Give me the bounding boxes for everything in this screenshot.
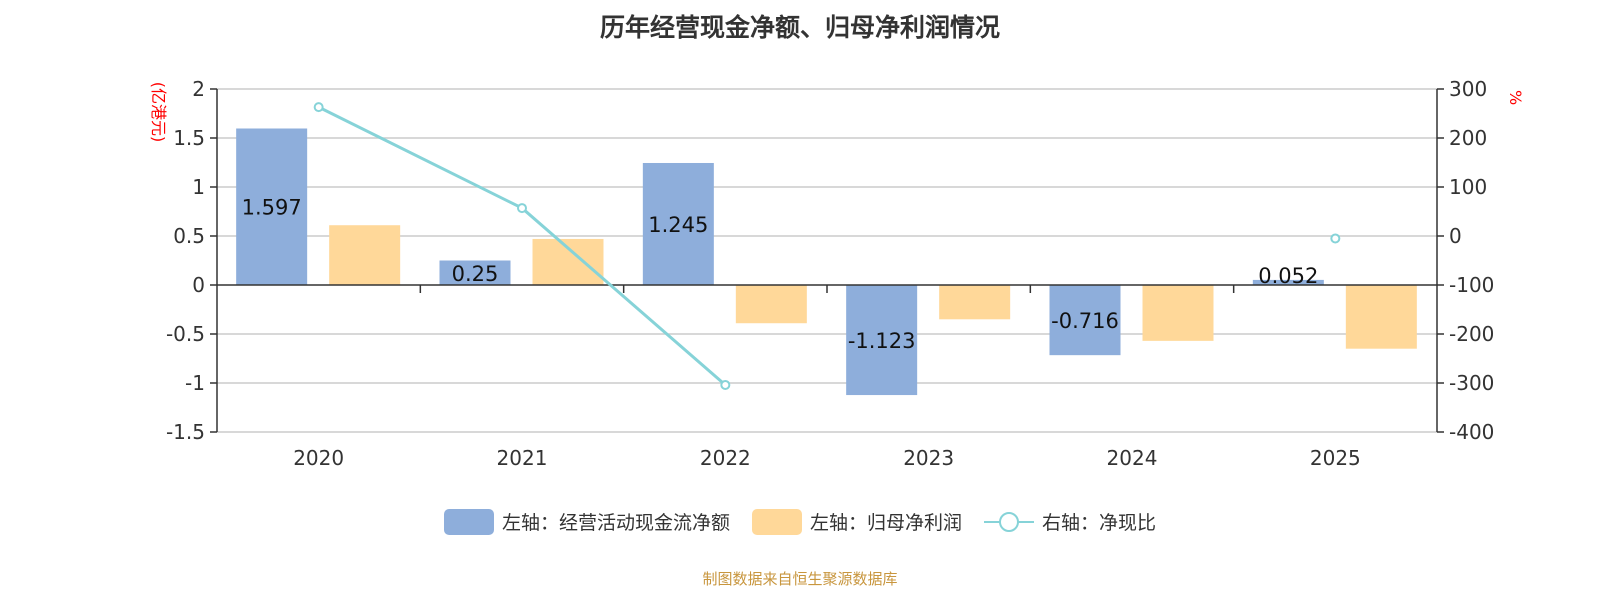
bar-cashflow [642,162,714,285]
category-label: 2022 [700,446,751,470]
category-label: 2023 [903,446,954,470]
bar-cashflow [1049,285,1121,356]
left-tick-label: 1.5 [173,126,205,150]
legend-swatch-cashflow [443,508,494,535]
left-tick-label: 0 [192,273,205,297]
right-tick-label: -400 [1449,420,1494,444]
bar-cashflow [439,260,511,285]
category-label: 2025 [1310,446,1361,470]
legend-label-ratio: 右轴：净现比 [1042,512,1157,534]
legend-item-ratio[interactable]: 右轴：净现比 [984,508,1156,535]
right-tick-label: 300 [1449,77,1487,101]
right-tick-label: -300 [1449,371,1494,395]
bar-profit [735,285,807,324]
bar-data-label: 1.245 [648,213,708,237]
legend-label-cashflow: 左轴：经营活动现金流净额 [501,512,730,534]
right-axis-label: % [1506,90,1525,105]
ratio-point [720,379,731,390]
bar-data-label: -1.123 [848,329,916,353]
legend-line-icon [984,511,1034,532]
bar-data-label: 1.597 [242,196,302,220]
left-tick-label: 2 [192,77,205,101]
legend-item-cashflow[interactable]: 左轴：经营活动现金流净额 [443,508,730,535]
legend-swatch-profit [751,508,802,535]
source-note: 制图数据来自恒生聚源数据库 [702,570,898,588]
left-tick-label: -1.5 [166,420,205,444]
right-tick-label: -100 [1449,273,1494,297]
left-tick-label: 0.5 [173,224,205,248]
bar-profit [1142,285,1214,341]
chart-title: 历年经营现金净额、归母净利润情况 [599,13,1000,42]
left-tick-label: -1 [185,371,205,395]
left-tick-label: -0.5 [166,322,205,346]
right-tick-label: 200 [1449,126,1487,150]
bar-data-label: 0.052 [1258,264,1318,288]
bar-profit [939,285,1011,320]
bar-profit [532,238,604,285]
ratio-point [313,102,324,113]
legend-label-profit: 左轴：归母净利润 [809,512,962,534]
legend: 左轴：经营活动现金流净额 左轴：归母净利润 右轴：净现比 [0,508,1600,535]
category-label: 2021 [497,446,548,470]
bar-cashflow [846,285,918,396]
right-tick-label: -200 [1449,322,1494,346]
bar-data-label: 0.25 [452,262,499,286]
legend-item-profit[interactable]: 左轴：归母净利润 [751,508,962,535]
left-tick-label: 1 [192,175,205,199]
left-axis-label: (亿港元) [149,82,168,143]
right-tick-label: 100 [1449,175,1487,199]
bar-cashflow [1252,279,1324,285]
ratio-point [517,203,527,214]
category-label: 2020 [293,446,344,470]
ratio-point [1330,233,1341,244]
right-tick-label: 0 [1449,224,1462,248]
bar-cashflow [236,128,308,285]
bar-profit [329,225,401,285]
bar-profit [1345,285,1417,349]
bar-data-label: -0.716 [1051,309,1119,333]
category-label: 2024 [1107,446,1158,470]
